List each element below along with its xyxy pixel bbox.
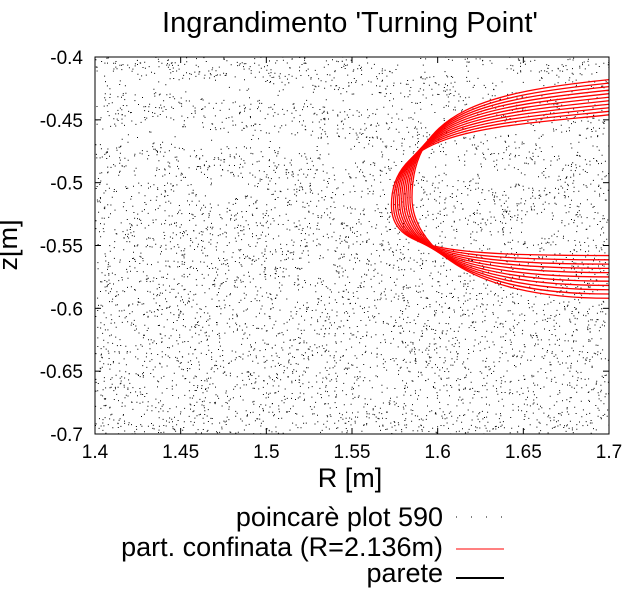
orbit-trace bbox=[398, 100, 609, 274]
x-axis-label: R [m] bbox=[318, 463, 383, 493]
y-tick-label: -0.45 bbox=[40, 111, 83, 132]
y-tick: -0.5 bbox=[50, 174, 609, 195]
chart-title: Ingrandimento 'Turning Point' bbox=[162, 7, 538, 39]
y-tick: -0.55 bbox=[40, 237, 609, 258]
x-tick-label: 1.65 bbox=[505, 442, 542, 463]
y-tick-label: -0.6 bbox=[50, 299, 83, 320]
confined-particle-orbit bbox=[390, 78, 609, 299]
x-tick: 1.6 bbox=[424, 57, 451, 463]
x-tick-label: 1.6 bbox=[424, 442, 450, 463]
legend: poincarè plot 590 part. confinata (R=2.1… bbox=[121, 502, 504, 588]
x-tick-label: 1.55 bbox=[334, 442, 371, 463]
y-tick: -0.6 bbox=[50, 299, 609, 320]
y-tick: -0.65 bbox=[40, 362, 609, 383]
orbit-trace bbox=[394, 107, 609, 265]
legend-label-poincare: poincarè plot 590 bbox=[236, 502, 443, 532]
orbit-trace bbox=[407, 86, 609, 291]
legend-label-parete: parete bbox=[366, 558, 443, 588]
x-tick-label: 1.4 bbox=[82, 442, 109, 463]
y-tick-label: -0.65 bbox=[40, 362, 83, 383]
y-tick-label: -0.7 bbox=[50, 425, 83, 446]
orbit-trace bbox=[401, 96, 609, 278]
orbit-trace bbox=[392, 110, 609, 261]
orbit-trace bbox=[409, 82, 609, 295]
y-tick: -0.7 bbox=[50, 425, 609, 446]
y-axis-label: z[m] bbox=[0, 220, 23, 271]
x-tick: 1.7 bbox=[596, 57, 622, 463]
y-tick-label: -0.55 bbox=[40, 237, 83, 258]
x-tick-label: 1.5 bbox=[253, 442, 279, 463]
y-tick: -0.4 bbox=[50, 48, 609, 69]
legend-label-confined: part. confinata (R=2.136m) bbox=[121, 532, 443, 562]
x-axis-ticks: 1.4 1.45 1.5 1.55 1.6 1.65 1.7 bbox=[82, 57, 622, 463]
x-tick-label: 1.7 bbox=[596, 442, 622, 463]
x-tick: 1.5 bbox=[253, 57, 280, 463]
orbit-trace bbox=[403, 93, 609, 282]
poincare-points bbox=[95, 57, 609, 434]
x-tick: 1.4 bbox=[82, 57, 109, 463]
orbit-trace bbox=[390, 114, 609, 257]
orbit-trace bbox=[411, 78, 609, 299]
x-tick: 1.45 bbox=[162, 57, 199, 463]
poincare-point-cloud bbox=[95, 57, 609, 434]
x-tick: 1.65 bbox=[505, 57, 542, 463]
y-tick: -0.45 bbox=[40, 111, 609, 132]
y-tick-label: -0.4 bbox=[50, 48, 83, 69]
orbit-trace bbox=[396, 103, 609, 270]
y-tick-label: -0.5 bbox=[50, 174, 83, 195]
x-tick-label: 1.45 bbox=[162, 442, 199, 463]
orbit-trace bbox=[405, 89, 609, 287]
x-tick: 1.55 bbox=[334, 57, 371, 463]
y-axis-ticks: -0.4 -0.45 -0.5 -0.55 -0.6 -0.65 -0.7 bbox=[40, 48, 609, 446]
